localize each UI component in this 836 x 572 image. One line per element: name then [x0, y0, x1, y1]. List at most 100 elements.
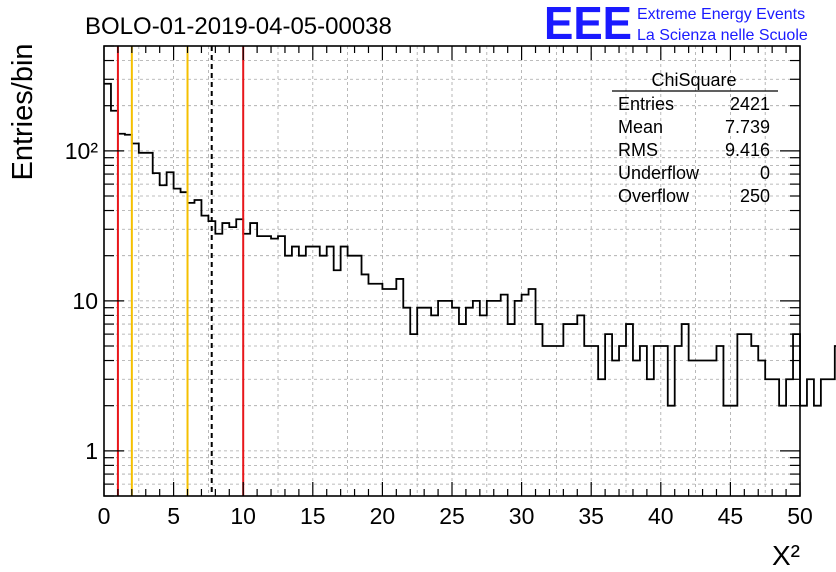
- histogram: [104, 82, 836, 496]
- histogram-bin: [264, 236, 271, 496]
- histogram-bin: [654, 346, 661, 496]
- x-tick-label: 35: [578, 503, 604, 529]
- histogram-bin: [696, 361, 703, 496]
- histogram-bin: [487, 301, 494, 496]
- histogram-bin: [334, 270, 341, 496]
- stats-label: Underflow: [618, 163, 700, 183]
- x-tick-label: 25: [439, 503, 465, 529]
- histogram-bin: [285, 256, 292, 496]
- histogram-bin: [605, 334, 612, 496]
- histogram-bin: [250, 223, 257, 496]
- histogram-bin: [737, 334, 744, 496]
- y-tick-label: 1: [85, 438, 98, 464]
- histogram-bin: [382, 289, 389, 496]
- histogram-bin: [675, 346, 682, 496]
- eee-logo-mark: EEE: [544, 0, 632, 49]
- histogram-bin: [515, 301, 522, 496]
- histogram-bin: [570, 324, 577, 496]
- histogram-series-line: [104, 82, 836, 407]
- eee-logo-line2: La Scienza nelle Scuole: [637, 27, 808, 44]
- histogram-bin: [744, 334, 751, 496]
- y-tick-label: 10: [72, 288, 98, 314]
- x-tick-label: 45: [718, 503, 744, 529]
- histogram-bin: [201, 216, 208, 496]
- histogram-bin: [563, 324, 570, 496]
- histogram-bin: [751, 346, 758, 496]
- histogram-bin: [549, 346, 556, 496]
- stats-value: 7.739: [725, 117, 770, 137]
- y-tick-label: 10²: [65, 138, 99, 164]
- stats-value: 2421: [730, 94, 770, 114]
- stats-name: ChiSquare: [651, 70, 736, 90]
- histogram-bin: [236, 219, 243, 496]
- histogram-bin: [452, 308, 459, 496]
- histogram-bin: [612, 361, 619, 496]
- histogram-bin: [153, 173, 160, 496]
- histogram-bin: [821, 379, 828, 496]
- histogram-bin: [494, 301, 501, 496]
- stats-value: 250: [740, 186, 770, 206]
- histogram-bin: [703, 361, 710, 496]
- histogram-bin: [348, 256, 355, 496]
- histogram-bin: [828, 379, 835, 496]
- histogram-bin: [438, 301, 445, 496]
- histogram-bin: [417, 308, 424, 496]
- histogram-bin: [445, 301, 452, 496]
- histogram-bin: [292, 247, 299, 496]
- histogram-bin: [396, 279, 403, 496]
- histogram-bin: [584, 346, 591, 496]
- histogram-bin: [229, 227, 236, 496]
- histogram-bin: [222, 223, 229, 496]
- chart-title: BOLO-01-2019-04-05-00038: [85, 13, 392, 40]
- histogram-bin: [111, 111, 118, 496]
- x-tick-label: 5: [167, 503, 180, 529]
- histogram-bin: [341, 247, 348, 496]
- eee-logo: EEE Extreme Energy Events La Scienza nel…: [544, 0, 808, 49]
- histogram-bin: [215, 234, 222, 496]
- histogram-bin: [591, 346, 598, 496]
- y-axis-label: Entries/bin: [7, 43, 39, 180]
- stats-value: 9.416: [725, 140, 770, 160]
- histogram-bin: [355, 256, 362, 496]
- histogram-bin: [682, 324, 689, 496]
- reference-lines: [116, 46, 245, 496]
- histogram-bin: [306, 247, 313, 496]
- histogram-bin: [542, 346, 549, 496]
- histogram-bin: [814, 406, 821, 496]
- histogram-bin: [459, 324, 466, 496]
- histogram-bin: [194, 200, 201, 496]
- stats-label: Overflow: [618, 186, 690, 206]
- histogram-bin: [501, 295, 508, 496]
- axes: 0 5 10 15 20 25 30 35 40 45 50 1 10 10²: [65, 45, 813, 529]
- histogram-bin: [403, 308, 410, 496]
- x-tick-label: 10: [230, 503, 256, 529]
- histogram-bin: [278, 236, 285, 496]
- x-tick-label: 50: [787, 503, 813, 529]
- x-tick-label: 15: [300, 503, 326, 529]
- histogram-bin: [508, 324, 515, 496]
- histogram-bin: [807, 379, 814, 496]
- histogram-bin: [522, 295, 529, 496]
- histogram-bin: [661, 346, 668, 496]
- histogram-bin: [793, 334, 800, 496]
- x-axis-label: X²: [772, 540, 800, 571]
- grid: [104, 46, 800, 496]
- histogram-bin: [174, 189, 181, 496]
- stats-label: Entries: [618, 94, 674, 114]
- histogram-bin: [188, 203, 195, 496]
- x-tick-label: 0: [98, 503, 111, 529]
- histogram-bin: [626, 324, 633, 496]
- histogram-bin: [598, 379, 605, 496]
- histogram-bin: [536, 324, 543, 496]
- stats-label: RMS: [618, 140, 658, 160]
- histogram-bin: [424, 308, 431, 496]
- histogram-bin: [243, 234, 250, 496]
- histogram-bin: [710, 361, 717, 496]
- histogram-bin: [772, 379, 779, 496]
- eee-logo-line1: Extreme Energy Events: [637, 6, 805, 23]
- histogram-bin: [758, 361, 765, 496]
- histogram-bin: [556, 346, 563, 496]
- x-tick-label: 20: [370, 503, 396, 529]
- histogram-bin: [181, 192, 188, 496]
